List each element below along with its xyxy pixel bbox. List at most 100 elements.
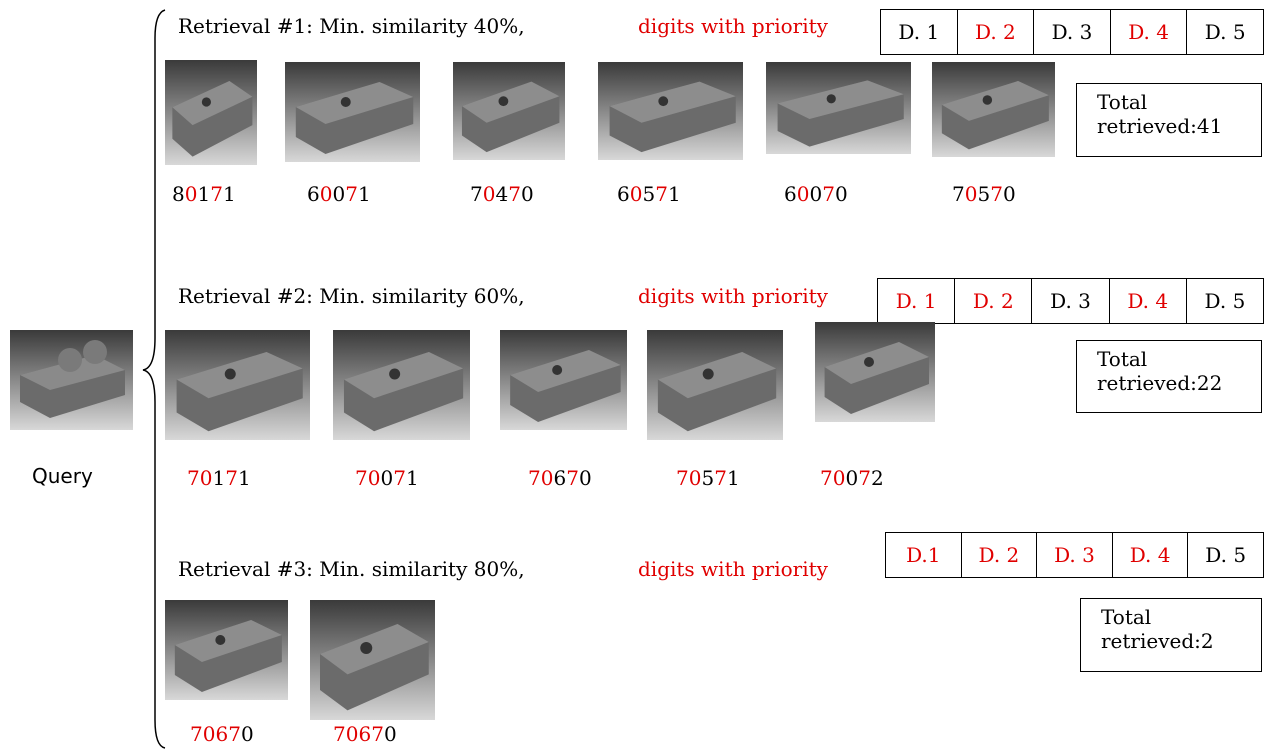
code-digit: 7	[508, 182, 521, 206]
result-code: 70171	[187, 466, 251, 490]
code-digit: 0	[521, 182, 534, 206]
digit-cell: D. 5	[1188, 533, 1263, 577]
digit-cell: D. 5	[1187, 10, 1263, 54]
code-digit: 6	[307, 182, 320, 206]
code-digit: 7	[228, 722, 241, 746]
priority-label: digits with priority	[638, 14, 828, 38]
result-code: 60071	[307, 182, 371, 206]
digit-cell: D. 4	[1111, 10, 1188, 54]
code-digit: 0	[541, 466, 554, 490]
code-digit: 0	[200, 466, 213, 490]
code-digit: 0	[320, 182, 333, 206]
code-digit: 0	[833, 466, 846, 490]
code-digit: 6	[358, 722, 371, 746]
priority-label: digits with priority	[638, 557, 828, 581]
code-digit: 7	[676, 466, 689, 490]
total-box: Total retrieved:22	[1076, 340, 1262, 413]
digit-cell: D.1	[886, 533, 962, 577]
query-label: Query	[32, 464, 93, 488]
code-digit: 1	[238, 466, 251, 490]
result-code: 60070	[784, 182, 848, 206]
code-digit: 0	[797, 182, 810, 206]
code-digit: 7	[210, 182, 223, 206]
priority-label: digits with priority	[638, 284, 828, 308]
total-box: Total retrieved:41	[1076, 83, 1262, 157]
code-digit: 7	[528, 466, 541, 490]
code-digit: 0	[809, 182, 822, 206]
code-digit: 7	[333, 722, 346, 746]
code-digit: 5	[977, 182, 990, 206]
code-digit: 0	[1003, 182, 1016, 206]
result-code: 70670	[190, 722, 254, 746]
code-digit: 7	[822, 182, 835, 206]
code-digit: 0	[203, 722, 216, 746]
result-code: 70570	[952, 182, 1016, 206]
code-digit: 1	[197, 182, 210, 206]
code-digit: 7	[952, 182, 965, 206]
code-digit: 1	[223, 182, 236, 206]
digit-cell: D. 2	[962, 533, 1038, 577]
part-image	[165, 600, 288, 700]
code-digit: 0	[965, 182, 978, 206]
code-digit: 1	[406, 466, 419, 490]
code-digit: 8	[172, 182, 185, 206]
digit-cell: D. 3	[1037, 533, 1113, 577]
code-digit: 2	[871, 466, 884, 490]
retrieval-title: Retrieval #3: Min. similarity 80%,	[178, 557, 525, 581]
result-code: 70071	[355, 466, 419, 490]
part-image	[647, 330, 783, 440]
digit-cell: D. 1	[881, 10, 958, 54]
code-digit: 0	[241, 722, 254, 746]
result-code: 60571	[617, 182, 681, 206]
part-image	[333, 330, 470, 440]
retrieval-title: Retrieval #1: Min. similarity 40%,	[178, 14, 525, 38]
part-image	[285, 62, 420, 162]
code-digit: 7	[393, 466, 406, 490]
result-code: 70072	[820, 466, 884, 490]
code-digit: 0	[483, 182, 496, 206]
part-image	[453, 62, 565, 160]
code-digit: 0	[579, 466, 592, 490]
code-digit: 0	[689, 466, 702, 490]
code-digit: 7	[225, 466, 238, 490]
retrieval-title: Retrieval #2: Min. similarity 60%,	[178, 284, 525, 308]
code-digit: 0	[368, 466, 381, 490]
code-digit: 0	[630, 182, 643, 206]
digit-cell: D. 2	[955, 279, 1032, 323]
code-digit: 0	[185, 182, 198, 206]
code-digit: 7	[470, 182, 483, 206]
part-image	[310, 600, 435, 720]
figure: Query Retrieval #1: Min. similarity 40%,…	[0, 0, 1264, 750]
part-image	[500, 330, 627, 430]
part-image	[165, 330, 310, 440]
code-digit: 0	[346, 722, 359, 746]
result-code: 80171	[172, 182, 236, 206]
code-digit: 6	[784, 182, 797, 206]
code-digit: 1	[727, 466, 740, 490]
digit-cell: D. 4	[1113, 533, 1189, 577]
digit-cell: D. 2	[958, 10, 1035, 54]
query-image	[10, 330, 133, 430]
total-box: Total retrieved:2	[1080, 598, 1262, 672]
result-code: 70470	[470, 182, 534, 206]
code-digit: 7	[566, 466, 579, 490]
code-digit: 6	[215, 722, 228, 746]
code-digit: 7	[858, 466, 871, 490]
code-digit: 0	[332, 182, 345, 206]
code-digit: 1	[212, 466, 225, 490]
code-digit: 5	[642, 182, 655, 206]
code-digit: 7	[355, 466, 368, 490]
digit-cell: D. 1	[878, 279, 955, 323]
code-digit: 0	[835, 182, 848, 206]
part-image	[165, 60, 257, 165]
code-digit: 7	[820, 466, 833, 490]
code-digit: 6	[617, 182, 630, 206]
code-digit: 5	[701, 466, 714, 490]
code-digit: 0	[845, 466, 858, 490]
code-digit: 7	[187, 466, 200, 490]
digit-cell: D. 3	[1032, 279, 1109, 323]
digit-cell: D. 4	[1110, 279, 1187, 323]
